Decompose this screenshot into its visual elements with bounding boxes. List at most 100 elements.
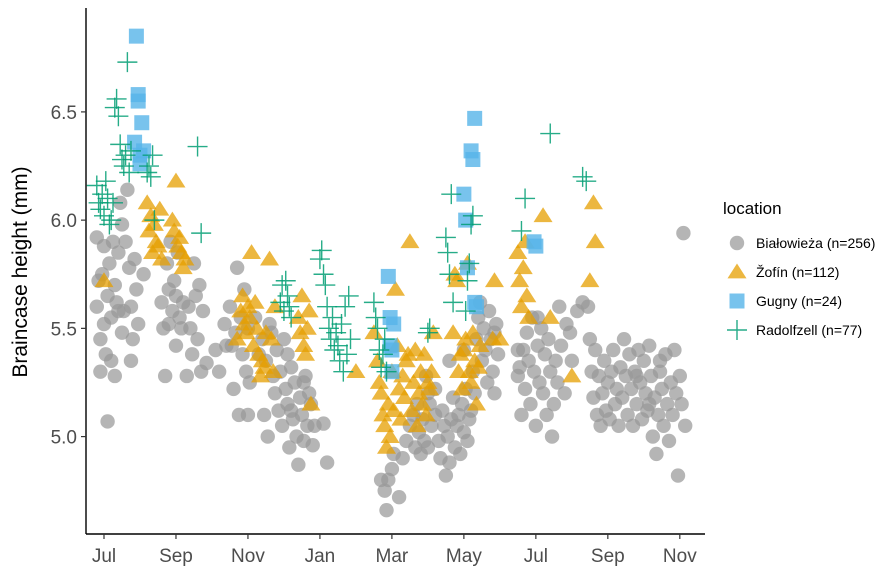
data-point-plus	[417, 322, 438, 343]
data-point-circle	[548, 353, 563, 369]
data-point-triangle	[299, 302, 319, 318]
data-point-square	[465, 152, 481, 168]
data-point-circle	[123, 353, 139, 369]
data-point-circle	[174, 321, 189, 336]
data-point-circle	[168, 338, 184, 353]
data-point-circle	[229, 260, 245, 275]
data-point-plus	[455, 301, 476, 322]
series-plus	[86, 52, 597, 382]
data-point-triangle	[511, 298, 531, 314]
data-point-circle	[651, 407, 666, 423]
data-point-circle	[580, 299, 596, 314]
data-point-triangle	[454, 341, 474, 357]
data-point-square	[456, 186, 472, 202]
data-point-circle	[442, 455, 457, 470]
data-point-triangle	[519, 309, 539, 324]
data-point-plus	[272, 275, 293, 296]
data-point-circle	[440, 429, 455, 444]
x-tick-label: Sep	[591, 546, 625, 567]
data-point-triangle	[377, 438, 397, 454]
data-point-circle	[451, 407, 466, 423]
data-point-circle	[467, 386, 482, 401]
data-point-circle	[199, 355, 214, 371]
data-point-triangle	[371, 384, 391, 400]
data-point-plus	[572, 166, 593, 187]
data-point-triangle	[463, 324, 483, 340]
data-point-triangle	[137, 194, 157, 210]
y-tick-label: 5.5	[51, 319, 77, 340]
data-point-circle	[597, 353, 612, 369]
data-point-circle	[294, 407, 310, 423]
data-point-triangle	[508, 244, 528, 259]
data-point-circle	[562, 325, 578, 340]
data-point-plus	[309, 249, 330, 270]
data-point-circle	[222, 299, 238, 314]
data-point-triangle	[364, 324, 384, 340]
data-point-circle	[188, 288, 203, 304]
data-point-circle	[535, 386, 551, 401]
data-point-triangle	[152, 250, 172, 266]
data-point-circle	[526, 364, 542, 379]
data-point-circle	[172, 310, 187, 325]
data-point-circle	[111, 245, 126, 260]
data-point-triangle	[233, 287, 253, 303]
data-point-circle	[642, 396, 657, 412]
data-point-triangle	[533, 207, 553, 223]
data-point-circle	[190, 331, 205, 347]
data-point-triangle	[369, 373, 389, 389]
data-point-plus	[117, 52, 138, 73]
data-point-square	[127, 134, 143, 150]
data-point-triangle	[175, 250, 195, 266]
legend: location Białowieża (n=256) Žofín (n=112)…	[723, 199, 875, 340]
data-point-plus	[102, 192, 123, 213]
data-point-plus	[374, 329, 395, 350]
data-point-circle	[660, 396, 675, 412]
data-point-circle	[678, 418, 693, 433]
data-point-triangle	[407, 417, 427, 433]
legend-label: Radolfzell (n=77)	[756, 322, 862, 338]
y-tick-label: 6.5	[51, 103, 77, 124]
data-point-triangle	[414, 345, 434, 361]
data-point-plus	[443, 292, 464, 313]
data-point-triangle	[386, 280, 405, 296]
data-point-triangle	[294, 337, 314, 353]
data-point-circle	[541, 331, 556, 347]
data-point-triangle	[261, 330, 281, 346]
data-point-triangle	[227, 330, 247, 346]
data-point-plus	[576, 171, 597, 192]
data-point-circle	[546, 396, 562, 412]
data-point-circle	[319, 455, 335, 470]
data-point-circle	[564, 353, 580, 369]
data-point-circle	[539, 407, 554, 423]
data-point-circle	[615, 390, 630, 405]
legend-title: location	[723, 199, 782, 218]
data-point-triangle	[416, 406, 436, 422]
data-point-plus	[435, 227, 456, 248]
data-point-circle	[652, 353, 668, 369]
data-point-circle	[670, 468, 686, 483]
axes	[85, 8, 705, 535]
data-point-circle	[642, 338, 657, 353]
data-point-circle	[89, 299, 104, 314]
data-point-plus	[140, 166, 161, 187]
data-point-circle	[553, 338, 569, 353]
data-point-plus	[315, 275, 336, 296]
data-point-triangle	[240, 309, 260, 324]
data-point-triangle	[251, 367, 271, 383]
data-point-plus	[459, 253, 480, 274]
data-point-circle	[476, 321, 491, 336]
data-point-triangle	[583, 194, 603, 210]
data-point-circle	[107, 368, 122, 384]
data-point-circle	[460, 433, 475, 449]
data-point-triangle	[562, 367, 582, 383]
data-point-plus	[92, 184, 113, 205]
data-point-circle	[123, 299, 139, 314]
data-point-triangle	[580, 272, 600, 288]
y-tick-label: 5.0	[51, 428, 77, 449]
data-point-triangle	[373, 406, 393, 422]
data-point-triangle	[384, 402, 404, 417]
data-point-square	[380, 268, 396, 284]
data-point-triangle	[423, 324, 443, 340]
data-point-circle	[114, 325, 130, 340]
data-point-triangle	[447, 272, 467, 288]
